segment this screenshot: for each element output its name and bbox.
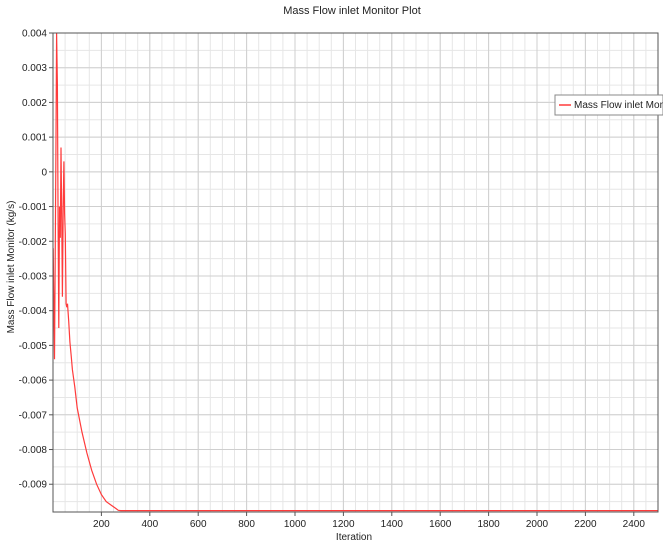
x-tick-label: 2200: [574, 519, 597, 530]
x-tick-label: 600: [190, 519, 207, 530]
y-axis-label: Mass Flow inlet Monitor (kg/s): [6, 201, 17, 334]
x-ticks: 200 400 600 800 1000 1200 1400 1600 1800 2000 2200…: [93, 512, 645, 530]
y-tick-label: 0: [41, 167, 47, 178]
series-line: [52, 32, 658, 512]
x-tick-label: 200: [93, 519, 110, 530]
x-tick-label: 2000: [526, 519, 549, 530]
x-tick-label: 2400: [623, 519, 646, 530]
legend: Mass Flow inlet Monitor: [554, 94, 663, 116]
y-tick-label: -0.002: [19, 237, 48, 248]
y-tick-label: -0.005: [19, 341, 48, 352]
y-tick-label: -0.001: [19, 202, 48, 213]
legend-box: [554, 94, 663, 116]
legend-label: Mass Flow inlet Monitor: [574, 100, 663, 111]
x-tick-label: 1800: [477, 519, 500, 530]
grid: [53, 32, 658, 512]
series-layer: [52, 32, 658, 512]
y-ticks: 0.004 0.003 0.002 0.001 0 -0.001 -0.002 -0.003 -…: [19, 29, 53, 491]
plot-frame: [52, 32, 659, 513]
y-tick-label: -0.009: [19, 480, 48, 491]
y-tick-label: -0.006: [19, 376, 48, 387]
y-tick-label: -0.004: [19, 306, 48, 317]
chart-title: Mass Flow inlet Monitor Plot: [283, 5, 421, 17]
y-tick-label: -0.003: [19, 271, 48, 282]
x-tick-label: 800: [238, 519, 255, 530]
x-tick-label: 1400: [381, 519, 404, 530]
x-axis-label: Iteration: [336, 532, 372, 542]
y-tick-label: 0.002: [22, 98, 47, 109]
y-tick-label: 0.003: [22, 63, 47, 74]
y-tick-label: -0.008: [19, 445, 48, 456]
x-tick-label: 400: [141, 519, 158, 530]
x-tick-label: 1600: [429, 519, 452, 530]
y-tick-label: 0.004: [22, 29, 47, 40]
y-tick-label: -0.007: [19, 410, 48, 421]
x-tick-label: 1000: [284, 519, 307, 530]
y-tick-label: 0.001: [22, 133, 47, 144]
x-tick-label: 1200: [332, 519, 355, 530]
